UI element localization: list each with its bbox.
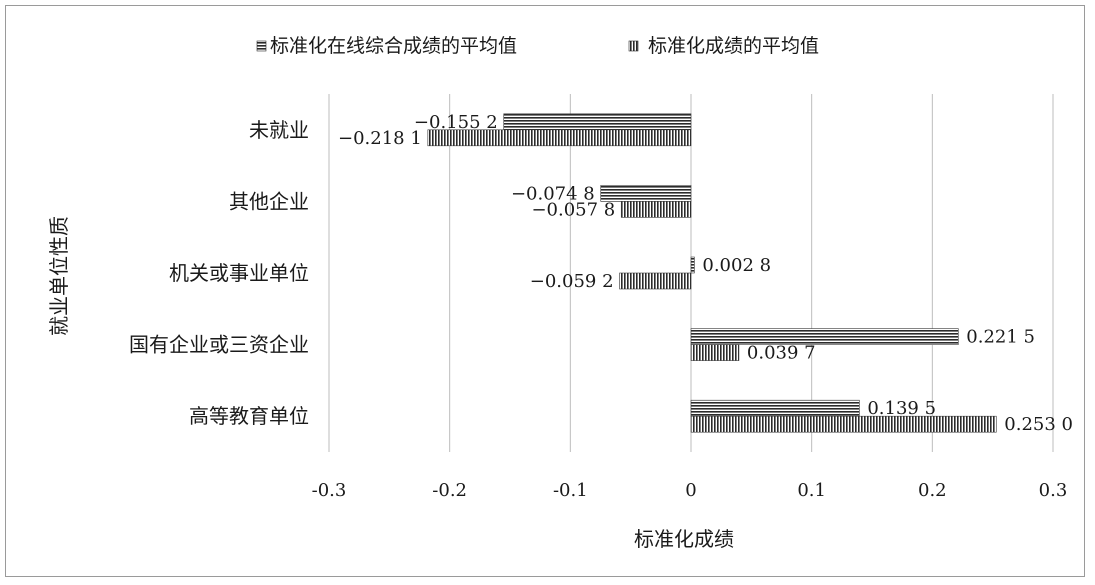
bar-series-2 [690, 415, 997, 433]
legend-label-series-2: 标准化成绩的平均值 [648, 35, 819, 57]
bar-series-2 [620, 201, 692, 218]
legend-item-series-1: 标准化在线综合成绩的平均值 [256, 35, 517, 57]
category-label: 未就业 [249, 118, 309, 142]
bar-series-2 [427, 129, 692, 147]
x-tick-label: -0.1 [553, 480, 588, 501]
data-label-series-2: −0.218 1 [338, 128, 422, 149]
x-tick-label: 0 [685, 480, 696, 501]
data-label-series-1: 0.002 8 [702, 255, 771, 276]
x-tick-label: 0.1 [797, 480, 826, 501]
x-tick-label: 0.2 [918, 480, 947, 501]
data-labels: −0.155 2−0.218 1 −0.074 8−0.057 8 0.002 8 −… [338, 112, 1073, 435]
bars [427, 113, 997, 433]
x-axis-title: 标准化成绩 [634, 527, 734, 551]
bar-series-1 [503, 113, 692, 131]
x-tick-label: -0.3 [312, 480, 347, 501]
data-label-series-1: 0.139 5 [867, 398, 936, 419]
category-label: 高等教育单位 [189, 404, 309, 428]
bar-series-1 [690, 399, 860, 417]
data-label-series-1: 0.221 5 [966, 327, 1035, 348]
data-label-series-2: −0.059 2 [530, 271, 614, 292]
x-tick-label: -0.2 [432, 480, 467, 501]
gridlines [328, 94, 1054, 452]
bar-series-2 [619, 272, 692, 290]
legend-item-series-2: 标准化成绩的平均值 [628, 35, 819, 57]
y-axis-title: 就业单位性质 [47, 216, 71, 336]
legend-label-series-1: 标准化在线综合成绩的平均值 [270, 35, 517, 57]
category-label: 国有企业或三资企业 [129, 333, 309, 357]
data-label-series-1: −0.155 2 [414, 112, 498, 133]
chart-frame [5, 5, 1085, 577]
x-tick-labels: -0.3 -0.2 -0.1 0 0.1 0.2 0.3 [312, 480, 1068, 501]
data-label-series-2: 0.039 7 [747, 343, 816, 364]
bar-series-1 [690, 328, 959, 345]
legend-swatch-series-2 [628, 40, 639, 52]
x-tick-label: 0.3 [1039, 480, 1068, 501]
data-label-series-2: −0.057 8 [531, 199, 615, 220]
bar-series-1 [690, 256, 695, 274]
category-label: 机关或事业单位 [169, 261, 309, 285]
data-label-series-1: −0.074 8 [511, 183, 595, 204]
legend: 标准化在线综合成绩的平均值 标准化成绩的平均值 [256, 35, 819, 57]
bar-series-2 [690, 344, 740, 361]
data-label-series-2: 0.253 0 [1004, 414, 1073, 435]
category-label: 其他企业 [229, 189, 309, 213]
legend-swatch-series-1 [256, 40, 267, 52]
